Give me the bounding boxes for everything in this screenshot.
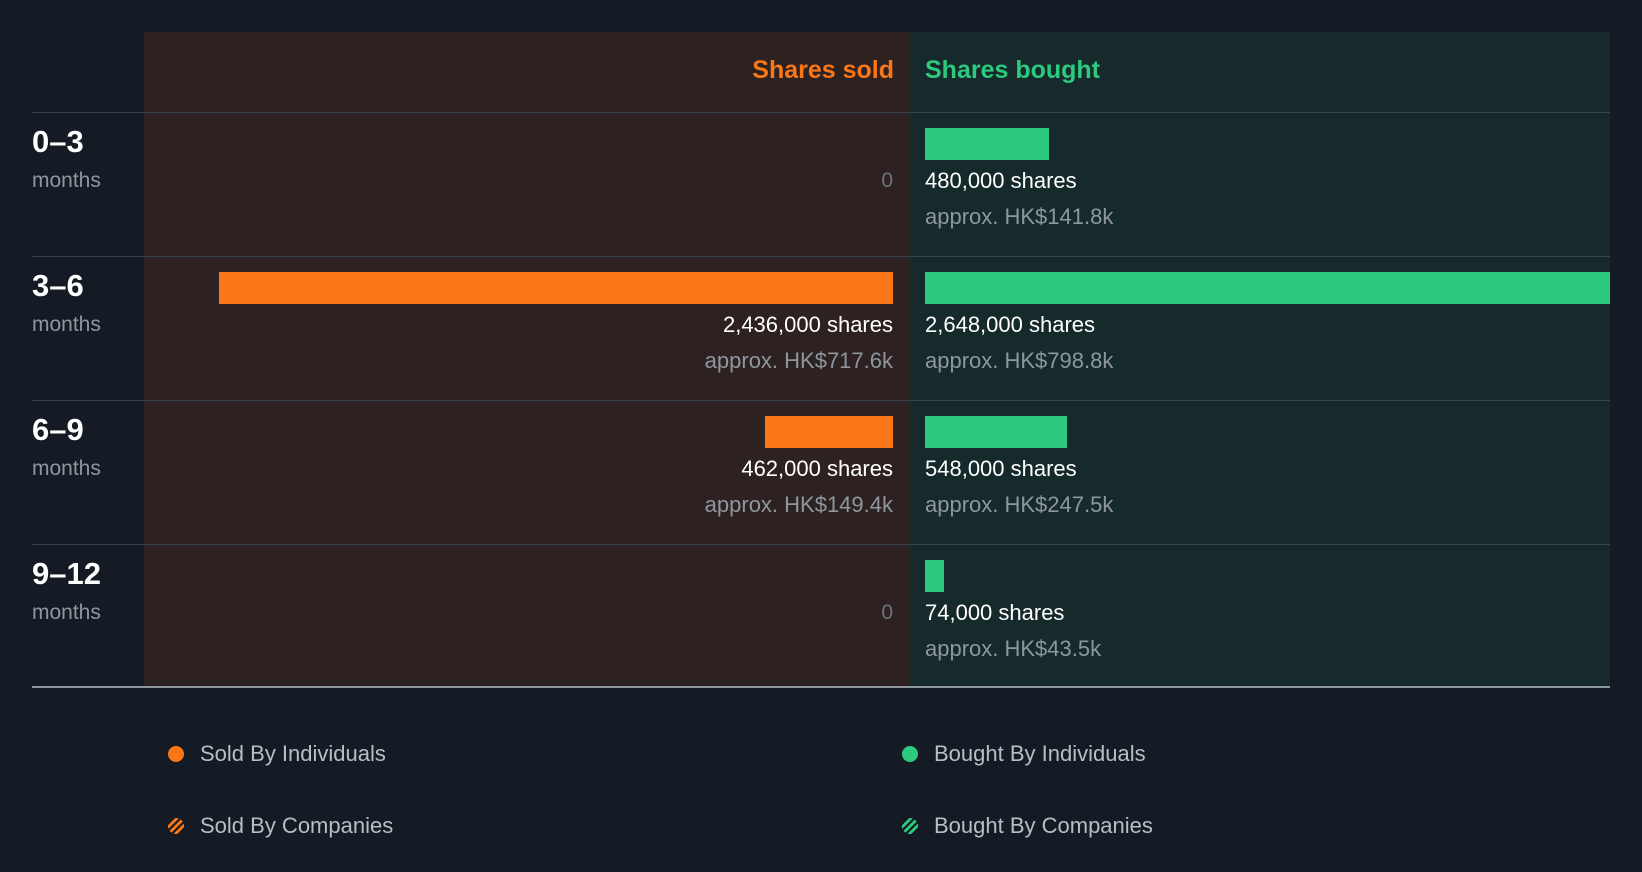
period-label: 0–3 months — [32, 124, 101, 194]
sold-shares-label: 462,000 shares — [741, 456, 893, 481]
sold-zero-label: 0 — [881, 169, 893, 192]
sold-value-label: approx. HK$717.6k — [704, 348, 893, 373]
bought-value-label: approx. HK$141.8k — [925, 204, 1114, 229]
bought-bar — [925, 128, 1050, 160]
legend-label: Bought By Individuals — [934, 741, 1146, 766]
shares-sold-header: Shares sold — [752, 56, 894, 84]
bought-shares-label: 480,000 shares — [925, 168, 1077, 193]
legend-item: Bought By Companies — [902, 812, 1153, 840]
sold-bar — [765, 416, 893, 448]
solid-dot-icon — [902, 746, 918, 762]
legend-item: Sold By Individuals — [168, 740, 386, 768]
bought-value-label: approx. HK$247.5k — [925, 492, 1114, 517]
legend-label: Bought By Companies — [934, 813, 1153, 838]
row-separator — [32, 544, 1610, 545]
striped-dot-icon — [168, 818, 184, 834]
row-separator — [32, 112, 1610, 113]
legend-label: Sold By Companies — [200, 813, 394, 838]
shares-bought-header: Shares bought — [925, 56, 1101, 84]
bought-shares-label: 2,648,000 shares — [925, 312, 1096, 337]
period-range: 0–3 — [32, 124, 84, 159]
bought-value-label: approx. HK$43.5k — [925, 636, 1102, 661]
bought-value-label: approx. HK$798.8k — [925, 348, 1114, 373]
period-unit: months — [32, 313, 101, 336]
sold-value-label: approx. HK$149.4k — [704, 492, 893, 517]
period-unit: months — [32, 601, 101, 624]
sold-shares-label: 2,436,000 shares — [722, 312, 893, 337]
period-unit: months — [32, 169, 101, 192]
legend-label: Sold By Individuals — [200, 741, 386, 766]
period-label: 3–6 months — [32, 268, 101, 338]
solid-dot-icon — [168, 746, 184, 762]
period-label: 9–12 months — [32, 556, 101, 626]
legend-item: Sold By Companies — [168, 812, 393, 840]
striped-dot-icon — [902, 818, 918, 834]
shares-sold-panel — [144, 32, 909, 687]
bought-bar — [925, 416, 1067, 448]
bought-shares-label: 74,000 shares — [925, 600, 1065, 625]
row-separator — [32, 256, 1610, 257]
period-range: 6–9 — [32, 412, 84, 447]
row-separator — [32, 400, 1610, 401]
period-label: 6–9 months — [32, 412, 101, 482]
sold-bar — [219, 272, 893, 304]
legend-item: Bought By Individuals — [902, 740, 1146, 768]
bought-bar — [925, 560, 945, 592]
bought-bar — [925, 272, 1610, 304]
period-unit: months — [32, 457, 101, 480]
chart-baseline — [32, 686, 1610, 688]
bought-shares-label: 548,000 shares — [925, 456, 1077, 481]
period-range: 9–12 — [32, 556, 101, 591]
period-range: 3–6 — [32, 268, 84, 303]
sold-zero-label: 0 — [881, 601, 893, 624]
